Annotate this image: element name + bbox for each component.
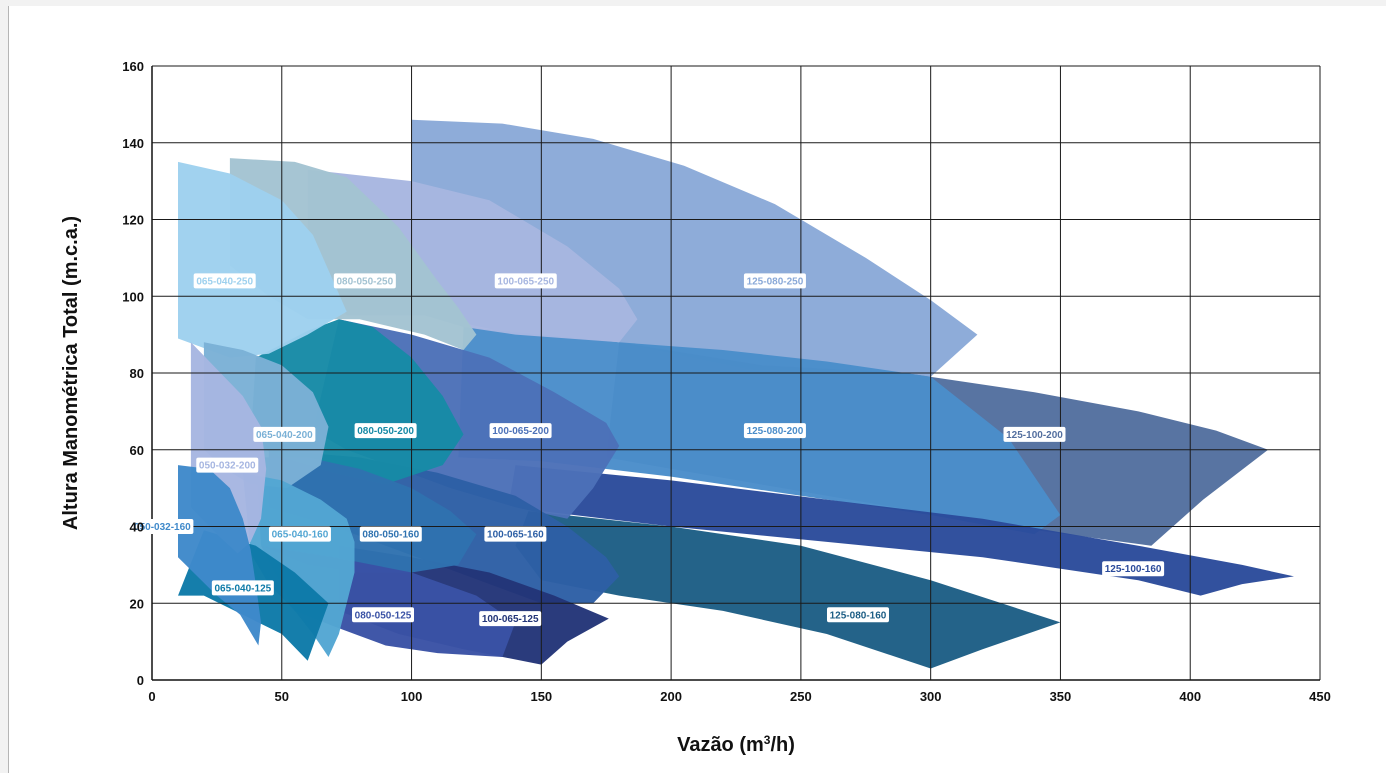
region-label-065-040-160: 065-040-160 <box>268 526 331 542</box>
y-tick-label: 160 <box>122 59 144 74</box>
region-label-text: 100-065-160 <box>487 530 544 541</box>
region-label-text: 100-065-250 <box>497 276 554 287</box>
region-label-text: 125-080-200 <box>747 426 804 437</box>
x-tick-label: 250 <box>790 689 812 704</box>
region-label-text: 080-050-200 <box>357 426 414 437</box>
region-label-050-032-160: 050-032-160 <box>131 519 194 534</box>
region-label-box <box>743 273 806 289</box>
region-label-065-040-125: 065-040-125 <box>211 580 274 596</box>
region-label-box <box>193 273 256 289</box>
region-label-080-050-125: 080-050-125 <box>352 607 415 623</box>
x-tick-label: 300 <box>920 689 942 704</box>
region-label-080-050-200: 080-050-200 <box>354 423 417 439</box>
region-label-125-100-160: 125-100-160 <box>1102 561 1165 577</box>
axes <box>151 66 1320 681</box>
y-tick-label: 20 <box>130 596 144 611</box>
tick-labels: 0 50 100 150 200 250 300 350 400 4500204060801001… <box>122 59 1331 704</box>
region-label-text: 050-032-160 <box>134 522 191 533</box>
region-label-text: 065-040-160 <box>272 530 329 541</box>
region-label-box <box>352 607 415 623</box>
region-label-080-050-160: 080-050-160 <box>359 526 422 542</box>
y-tick-label: 0 <box>137 673 144 688</box>
x-tick-label: 100 <box>401 689 423 704</box>
x-tick-label: 200 <box>660 689 682 704</box>
region-065-040-160 <box>242 472 355 657</box>
x-axis-title: Vazão (m3/h) <box>677 733 795 756</box>
region-label-125-100-200: 125-100-200 <box>1003 426 1066 442</box>
region-label-125-080-160: 125-080-160 <box>826 607 889 623</box>
region-label-text: 080-050-160 <box>362 530 419 541</box>
region-label-box <box>131 519 194 534</box>
region-label-text: 125-080-250 <box>747 276 804 287</box>
region-label-125-080-200: 125-080-200 <box>743 423 806 439</box>
region-label-box <box>1102 561 1165 577</box>
region-label-box <box>211 580 274 596</box>
region-125-100-160 <box>510 465 1294 596</box>
region-label-text: 080-050-125 <box>355 610 412 621</box>
region-label-text: 125-100-200 <box>1006 430 1063 441</box>
y-tick-label: 100 <box>122 289 144 304</box>
region-label-text: 125-080-160 <box>830 610 887 621</box>
y-tick-label: 120 <box>122 213 144 228</box>
region-label-box <box>479 611 542 627</box>
x-tick-label: 50 <box>275 689 289 704</box>
region-label-box <box>268 526 331 542</box>
y-tick-label: 140 <box>122 136 144 151</box>
x-axis-title-tail: /h) <box>770 734 794 756</box>
region-label-100-065-200: 100-065-200 <box>489 423 552 439</box>
y-tick-label: 40 <box>130 520 144 535</box>
x-axis-title-sup: 3 <box>764 733 771 747</box>
region-065-040-250 <box>178 161 347 358</box>
region-label-box <box>1003 426 1066 442</box>
pump-performance-chart: 125-080-250 125-100-200 125-080-200 125-100… <box>60 59 1331 756</box>
region-label-box <box>354 423 417 439</box>
y-axis-title: Altura Manométrica Total (m.c.a.) <box>60 216 82 530</box>
region-label-125-080-250: 125-080-250 <box>743 273 806 289</box>
x-tick-label: 0 <box>148 689 155 704</box>
region-label-100-065-125: 100-065-125 <box>479 611 542 627</box>
region-label-text: 100-065-200 <box>492 426 549 437</box>
pump-regions <box>178 119 1294 669</box>
y-tick-label: 80 <box>130 366 144 381</box>
region-label-065-040-250: 065-040-250 <box>193 273 256 289</box>
region-label-065-040-200: 065-040-200 <box>253 426 316 442</box>
region-label-text: 065-040-200 <box>256 430 313 441</box>
region-label-box <box>333 273 396 289</box>
region-label-text: 050-032-200 <box>199 461 256 472</box>
y-tick-label: 60 <box>130 443 144 458</box>
region-label-box <box>359 526 422 542</box>
region-label-box <box>743 423 806 439</box>
chart-card: 125-080-250 125-100-200 125-080-200 125-100… <box>8 6 1386 773</box>
region-label-100-065-160: 100-065-160 <box>484 526 547 542</box>
region-label-box <box>253 426 316 442</box>
region-label-box <box>484 526 547 542</box>
region-125-080-160 <box>515 511 1061 669</box>
region-label-080-050-250: 080-050-250 <box>333 273 396 289</box>
x-tick-label: 150 <box>530 689 552 704</box>
region-label-text: 065-040-125 <box>214 583 271 594</box>
region-label-box <box>489 423 552 439</box>
region-label-box <box>494 273 557 289</box>
region-label-box <box>196 457 259 473</box>
region-label-box <box>826 607 889 623</box>
x-tick-label: 450 <box>1309 689 1331 704</box>
region-label-100-065-250: 100-065-250 <box>494 273 557 289</box>
region-050-032-160 <box>178 465 261 646</box>
region-label-text: 125-100-160 <box>1105 564 1162 575</box>
region-label-text: 080-050-250 <box>336 276 393 287</box>
x-axis-title-main: Vazão (m <box>677 734 764 756</box>
region-label-050-032-200: 050-032-200 <box>196 457 259 473</box>
x-tick-label: 400 <box>1179 689 1201 704</box>
region-label-text: 065-040-250 <box>196 276 253 287</box>
x-tick-label: 350 <box>1050 689 1072 704</box>
region-labels: 125-080-250 125-100-200 125-080-200 125-100… <box>131 273 1165 627</box>
region-label-text: 100-065-125 <box>482 614 539 625</box>
